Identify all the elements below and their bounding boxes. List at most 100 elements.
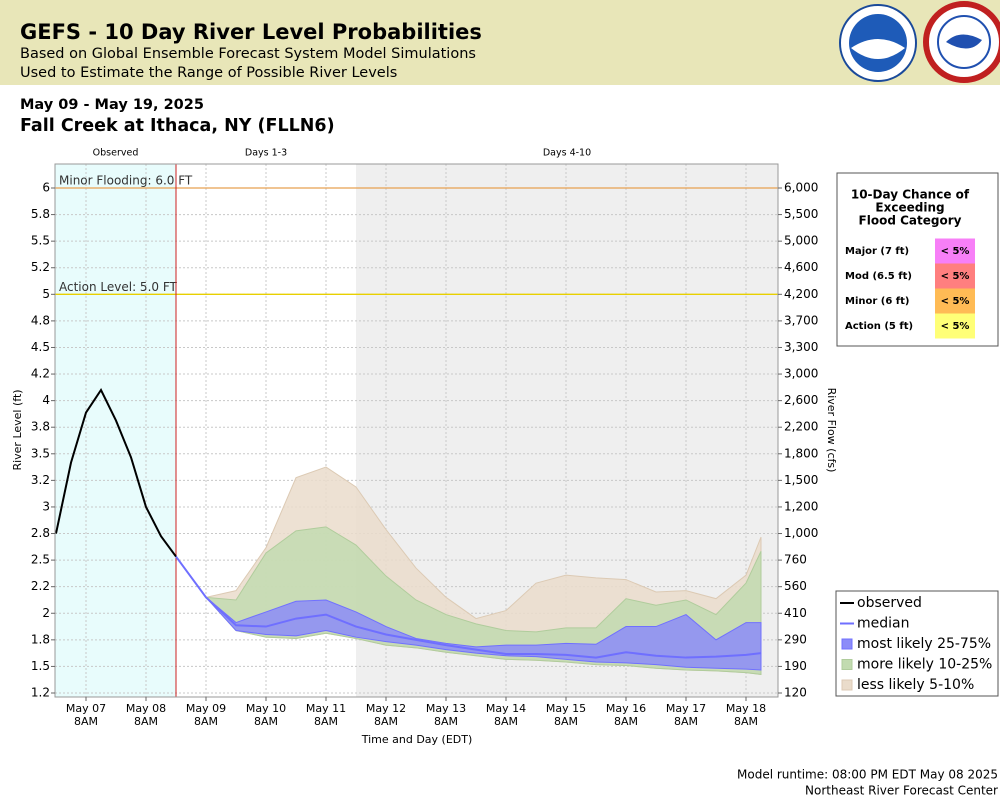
period-label: Days 4-10 — [543, 148, 591, 159]
y2-tick-label: 4,200 — [784, 287, 818, 301]
y2-tick-label: 3,700 — [784, 313, 818, 327]
x-tick-label: May 16 — [606, 702, 646, 715]
noaa-logo — [839, 4, 917, 82]
y2-tick-label: 120 — [784, 686, 807, 700]
y-tick-label: 2.5 — [31, 553, 50, 567]
period-label: Days 1-3 — [245, 148, 287, 159]
flood-table-title: Flood Category — [859, 214, 962, 228]
plot-frame — [54, 163, 779, 698]
nws-logo — [923, 1, 1000, 83]
threshold-label: Action Level: 5.0 FT — [59, 280, 178, 294]
x-tick-label: May 12 — [366, 702, 406, 715]
y-tick-label: 3.2 — [31, 473, 50, 487]
x-tick-label: 8AM — [254, 715, 278, 728]
y2-tick-label: 2,200 — [784, 420, 818, 434]
threshold-label: Minor Flooding: 6.0 FT — [59, 174, 193, 188]
y-tick-label: 4.8 — [31, 313, 50, 327]
period-label: Observed — [93, 148, 139, 159]
y-tick-label: 4.2 — [31, 367, 50, 381]
y-tick-label: 5.5 — [31, 234, 50, 248]
y2-tick-label: 290 — [784, 632, 807, 646]
period-band — [55, 164, 176, 697]
y-tick-label: 3 — [42, 499, 50, 513]
x-tick-label: 8AM — [374, 715, 398, 728]
y2-tick-label: 4,600 — [784, 260, 818, 274]
y2-tick-label: 1,000 — [784, 526, 818, 540]
band-area — [175, 556, 762, 671]
footer-text: Model runtime: 08:00 PM EDT May 08 2025 — [737, 768, 998, 782]
flood-table-title: Exceeding — [875, 201, 944, 215]
y2-tick-label: 1,500 — [784, 473, 818, 487]
observed-line — [55, 387, 177, 558]
y2-tick-label: 410 — [784, 606, 807, 620]
legend-swatch — [841, 638, 853, 650]
y2-tick-label: 3,000 — [784, 367, 818, 381]
y2-tick-label: 760 — [784, 553, 807, 567]
median-line — [175, 555, 762, 659]
header-subtitle: Based on Global Ensemble Forecast System… — [20, 46, 476, 62]
y-tick-label: 5.2 — [31, 260, 50, 274]
x-tick-label: May 14 — [486, 702, 526, 715]
date-range: May 09 - May 19, 2025 — [20, 97, 204, 113]
y-tick-label: 2 — [42, 606, 50, 620]
y-tick-label: 1.2 — [31, 686, 50, 700]
plot: Minor Flooding: 6.0 FT Action Level: 5.0 … — [55, 164, 778, 697]
x-tick-label: May 07 — [66, 702, 106, 715]
header-title: GEFS - 10 Day River Level Probabilities — [20, 20, 482, 44]
y2-tick-label: 6,000 — [784, 181, 818, 195]
x-tick-label: May 13 — [426, 702, 466, 715]
y2-tick-label: 190 — [784, 659, 807, 673]
x-tick-label: May 17 — [666, 702, 706, 715]
y-tick-label: 3.8 — [31, 420, 50, 434]
x-tick-label: 8AM — [74, 715, 98, 728]
x-tick-label: May 11 — [306, 702, 346, 715]
y-tick-label: 2.8 — [31, 526, 50, 540]
x-tick-label: 8AM — [614, 715, 638, 728]
y-tick-label: 1.5 — [31, 659, 50, 673]
legend-label: median — [857, 616, 909, 632]
x-tick-label: 8AM — [554, 715, 578, 728]
x-axis-title: Time and Day (EDT) — [361, 733, 473, 746]
y2-tick-label: 3,300 — [784, 340, 818, 354]
legend-swatch — [841, 659, 853, 670]
header-band — [0, 0, 1000, 85]
flood-category: Action (5 ft) — [845, 321, 913, 332]
y-tick-label: 5 — [42, 287, 50, 301]
flood-category: Major (7 ft) — [845, 246, 909, 257]
flood-chance-cell — [935, 313, 975, 339]
y-tick-label: 1.8 — [31, 632, 50, 646]
y2-tick-label: 2,600 — [784, 393, 818, 407]
x-tick-label: May 10 — [246, 702, 286, 715]
y2-tick-label: 1,200 — [784, 499, 818, 513]
x-tick-label: 8AM — [734, 715, 758, 728]
y2-tick-label: 1,800 — [784, 446, 818, 460]
x-tick-label: 8AM — [194, 715, 218, 728]
flood-chance-cell — [935, 288, 975, 314]
flood-table-title: 10-Day Chance of — [851, 188, 970, 202]
y2-tick-label: 5,000 — [784, 234, 818, 248]
flood-chance: < 5% — [941, 246, 970, 257]
flood-category: Mod (6.5 ft) — [845, 271, 912, 282]
legend-swatch — [841, 679, 853, 691]
y2-tick-label: 5,500 — [784, 207, 818, 221]
y-tick-label: 3.5 — [31, 446, 50, 460]
x-tick-label: May 09 — [186, 702, 226, 715]
y-tick-label: 4 — [42, 393, 50, 407]
x-tick-label: 8AM — [494, 715, 518, 728]
x-tick-label: 8AM — [314, 715, 338, 728]
legend-label: less likely 5-10% — [857, 677, 974, 693]
x-tick-label: 8AM — [674, 715, 698, 728]
y2-axis-title: River Flow (cfs) — [825, 388, 838, 473]
station-title: Fall Creek at Ithaca, NY (FLLN6) — [20, 116, 335, 136]
flood-chance: < 5% — [941, 271, 970, 282]
flood-chance-cell — [935, 238, 975, 264]
y2-tick-label: 560 — [784, 579, 807, 593]
y-tick-label: 5.8 — [31, 207, 50, 221]
y-tick-label: 2.2 — [31, 579, 50, 593]
x-tick-label: 8AM — [434, 715, 458, 728]
flood-category: Minor (6 ft) — [845, 296, 910, 307]
y-axis-title: River Level (ft) — [11, 389, 24, 470]
legend-label: more likely 10-25% — [857, 657, 992, 673]
